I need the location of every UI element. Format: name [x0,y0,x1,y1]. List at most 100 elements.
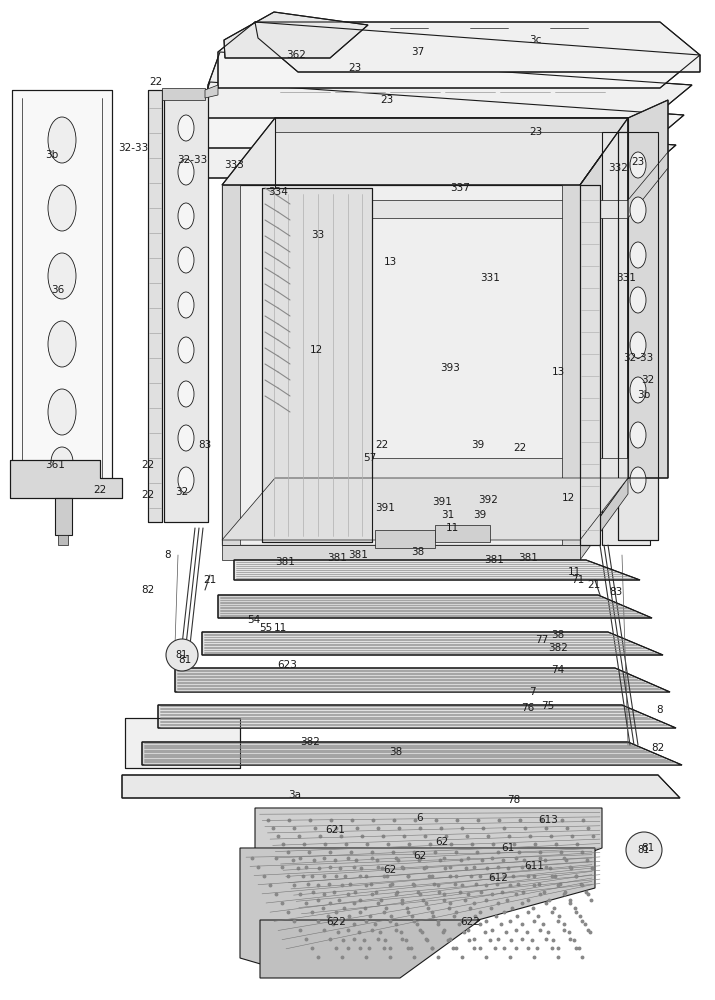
Ellipse shape [48,185,76,231]
Ellipse shape [178,292,194,318]
Text: 32-33: 32-33 [623,353,653,363]
Polygon shape [580,478,628,560]
Polygon shape [234,560,640,580]
Ellipse shape [48,389,76,435]
Text: 331: 331 [616,273,636,283]
Text: 23: 23 [348,63,362,73]
Ellipse shape [630,242,646,268]
Text: 39: 39 [471,440,485,450]
Polygon shape [58,535,68,545]
Polygon shape [12,90,112,490]
Ellipse shape [630,152,646,178]
Text: 38: 38 [551,630,565,640]
Text: 82: 82 [651,743,665,753]
Polygon shape [205,85,218,98]
Ellipse shape [48,253,76,299]
Polygon shape [222,478,628,540]
Text: 6: 6 [417,813,423,823]
Text: 3b: 3b [45,150,59,160]
Polygon shape [158,705,676,728]
Text: 22: 22 [142,490,154,500]
Text: 332: 332 [608,163,628,173]
Text: 62: 62 [413,851,427,861]
Polygon shape [618,132,658,540]
Text: 333: 333 [224,160,244,170]
Polygon shape [275,118,628,132]
Text: 382: 382 [548,643,568,653]
Text: 8: 8 [656,705,664,715]
Text: 11: 11 [273,623,287,633]
Text: 622: 622 [326,917,346,927]
Polygon shape [255,808,602,958]
Ellipse shape [178,159,194,185]
Text: 393: 393 [440,363,460,373]
Text: 11: 11 [568,567,581,577]
Polygon shape [55,498,72,535]
Text: 23: 23 [529,127,543,137]
Polygon shape [198,82,684,148]
Text: 83: 83 [609,587,623,597]
Polygon shape [122,775,680,798]
Text: 11: 11 [445,523,458,533]
Text: 55: 55 [260,623,272,633]
Text: 337: 337 [450,183,470,193]
Text: 22: 22 [94,485,107,495]
Ellipse shape [178,203,194,229]
Polygon shape [164,90,208,522]
Ellipse shape [178,337,194,363]
Text: 621: 621 [325,825,345,835]
Text: 7: 7 [528,687,536,697]
Text: 57: 57 [363,453,377,463]
Polygon shape [580,118,628,545]
Text: 39: 39 [473,510,487,520]
Text: 81: 81 [638,845,650,855]
Polygon shape [222,118,628,185]
Polygon shape [10,460,122,498]
Text: 71: 71 [571,575,585,585]
Text: 381: 381 [275,557,295,567]
Polygon shape [435,525,490,542]
Ellipse shape [630,197,646,223]
Text: 331: 331 [480,273,500,283]
Ellipse shape [178,381,194,407]
Text: 82: 82 [142,585,154,595]
Ellipse shape [48,117,76,163]
Ellipse shape [630,332,646,358]
Text: 21: 21 [203,575,217,585]
Ellipse shape [48,321,76,367]
Polygon shape [240,848,595,972]
Polygon shape [142,742,682,765]
Text: 3b: 3b [637,390,651,400]
Text: 334: 334 [268,187,288,197]
Ellipse shape [51,447,73,477]
Text: 13: 13 [551,367,565,377]
Ellipse shape [630,467,646,493]
Polygon shape [260,920,480,978]
Text: 81: 81 [641,843,655,853]
Text: 22: 22 [375,440,389,450]
Polygon shape [275,458,628,478]
Text: 623: 623 [277,660,297,670]
Polygon shape [602,132,650,545]
Text: 622: 622 [460,917,480,927]
Polygon shape [262,188,372,542]
Text: 77: 77 [536,635,548,645]
Text: 381: 381 [518,553,538,563]
Text: 81: 81 [176,650,188,660]
Polygon shape [188,112,676,178]
Polygon shape [275,478,628,492]
Text: 32: 32 [641,375,655,385]
Text: 32-33: 32-33 [118,143,148,153]
Text: 3a: 3a [288,790,302,800]
Text: 391: 391 [432,497,452,507]
Text: 23: 23 [631,157,645,167]
Text: 3c: 3c [529,35,541,45]
Polygon shape [202,632,663,655]
Text: 75: 75 [541,701,555,711]
Text: 8: 8 [164,550,172,560]
Ellipse shape [178,115,194,141]
Text: 23: 23 [380,95,394,105]
Polygon shape [275,200,628,218]
Text: 74: 74 [551,665,565,675]
Polygon shape [580,185,600,545]
